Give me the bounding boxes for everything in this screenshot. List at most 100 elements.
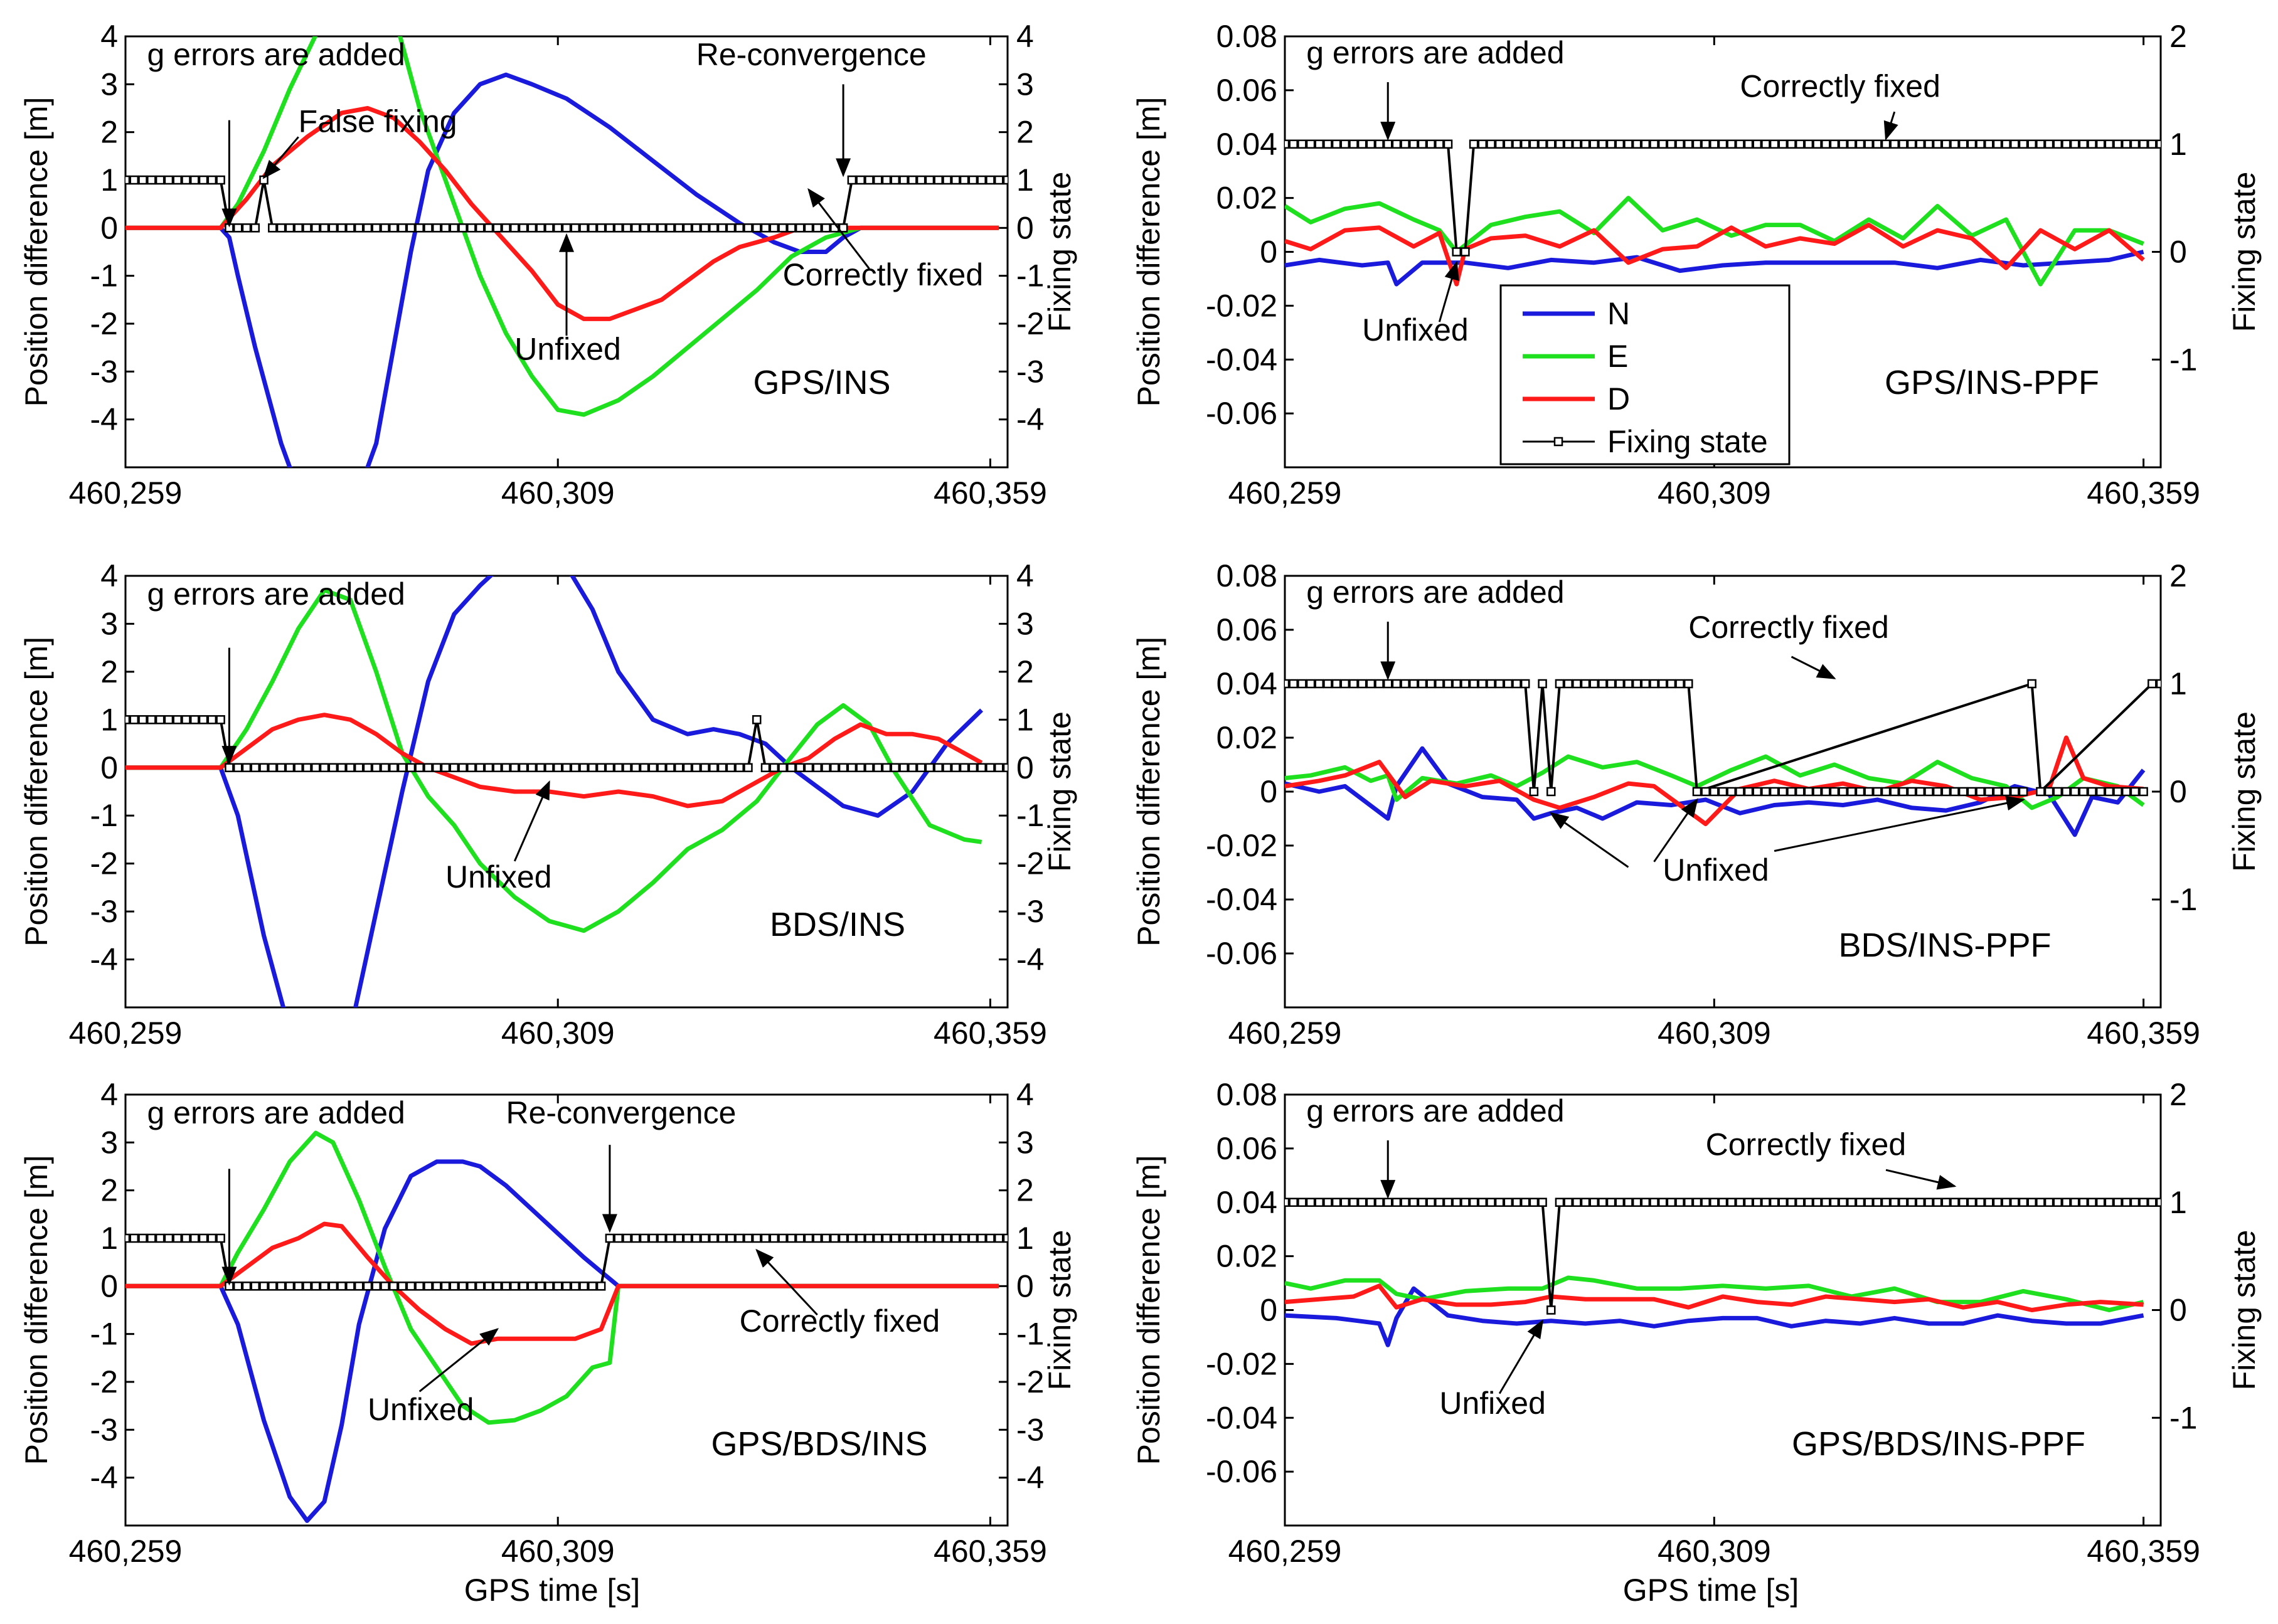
fixing-state-marker (1400, 139, 1410, 149)
fixing-state-marker (1967, 1197, 1977, 1207)
fixing-state-marker (2001, 787, 2011, 797)
fixing-state-marker (2122, 1197, 2131, 1207)
y2-tick-label: 4 (1016, 1077, 1034, 1112)
fixing-state-marker (155, 715, 165, 724)
fixing-state-marker (760, 1233, 770, 1243)
fixing-state-marker (1452, 1197, 1461, 1207)
fixing-state-marker (1915, 139, 1925, 149)
fixing-state-marker (2078, 139, 2089, 149)
y-tick-label: 0 (100, 1268, 118, 1303)
y2-tick-label: 3 (1016, 66, 1034, 102)
fixing-state-marker (1855, 139, 1865, 149)
fixing-state-marker (319, 223, 329, 233)
x-tick-label: 460,259 (69, 1534, 183, 1569)
series-group (1285, 679, 2161, 837)
fixing-state-marker (406, 763, 416, 773)
fixing-state-marker (1666, 1197, 1676, 1207)
fixing-state-marker (986, 763, 995, 773)
fixing-state-marker (2130, 1197, 2140, 1207)
y-tick-label: -0.02 (1206, 288, 1277, 323)
fixing-state-marker (1606, 679, 1616, 689)
fixing-state-marker (1520, 1197, 1530, 1207)
fixing-state-marker (2010, 787, 2020, 797)
fixing-state-marker (423, 223, 433, 233)
fixing-state-marker (778, 223, 787, 233)
fixing-state-marker (268, 223, 277, 233)
fixing-state-marker (1795, 787, 1805, 797)
fixing-state-marker (1684, 139, 1693, 149)
y2-tick-label: 2 (2169, 19, 2187, 54)
fixing-state-marker (328, 1282, 338, 1291)
fixing-state-marker (1873, 1197, 1882, 1207)
fixing-state-marker (164, 715, 174, 724)
fixing-state-marker (838, 763, 848, 773)
y2-tick-label: -1 (2169, 882, 2197, 917)
x-tick-label: 460,309 (501, 1016, 615, 1051)
fixing-state-marker (302, 1282, 312, 1291)
fixing-state-marker (1417, 139, 1427, 149)
fixing-state-marker (622, 223, 632, 233)
annotation-label: Correctly fixed (783, 257, 984, 292)
fixing-state-marker (1950, 139, 1959, 149)
fixing-state-marker (363, 763, 373, 773)
fixing-state-marker (1735, 139, 1745, 149)
fixing-state-marker (553, 763, 563, 773)
fixing-state-marker (354, 1282, 364, 1291)
fixing-state-marker (1710, 1197, 1719, 1207)
fixing-state-marker (951, 1233, 961, 1243)
fixing-state-marker (838, 223, 848, 233)
annotation-arrow (513, 780, 550, 862)
fixing-state-marker (2156, 679, 2161, 689)
y2-tick-label: -1 (1016, 1317, 1044, 1352)
fixing-state-marker (1976, 1197, 1985, 1207)
fixing-state-marker (2122, 787, 2131, 797)
fixing-state-marker (994, 763, 1004, 773)
y2-tick-label: -3 (1016, 354, 1044, 389)
fixing-state-marker (527, 223, 537, 233)
fixing-state-marker (881, 175, 892, 185)
fixing-state-marker (138, 715, 147, 724)
y-tick-label: -1 (90, 798, 118, 833)
fixing-state-marker (1285, 1197, 1290, 1207)
fixing-state-marker (769, 223, 779, 233)
fixing-state-marker (1710, 787, 1719, 797)
fixing-state-marker (1383, 139, 1393, 149)
fixing-state-marker (129, 715, 139, 724)
fixing-state-marker (735, 1233, 744, 1243)
y-tick-label: 4 (100, 19, 118, 54)
fixing-state-marker (1357, 1197, 1367, 1207)
fixing-state-marker (1306, 679, 1316, 689)
fixing-state-marker (492, 1282, 502, 1291)
fixing-state-marker (856, 763, 865, 773)
fixing-state-marker (467, 1282, 476, 1291)
fixing-state-marker (1486, 139, 1496, 149)
fixing-state-marker (1331, 1197, 1341, 1207)
fixing-state-marker (259, 1282, 269, 1291)
fixing-state-marker (458, 223, 467, 233)
series-line-d (1285, 1283, 2144, 1312)
fixing-state-marker (1649, 679, 1659, 689)
fixing-state-marker (1392, 139, 1402, 149)
fixing-state-marker (804, 223, 814, 233)
fixing-state-marker (1306, 139, 1316, 149)
annotation-arrow (807, 188, 870, 270)
fixing-state-marker (380, 1282, 390, 1291)
y-tick-label: 0.02 (1216, 720, 1277, 755)
fixing-state-marker (1829, 787, 1839, 797)
fixing-state-marker (787, 223, 796, 233)
fixing-state-marker (1950, 1197, 1959, 1207)
fixing-state-marker (1443, 1197, 1453, 1207)
fixing-state-marker (1289, 139, 1298, 149)
fixing-state-marker (2148, 139, 2157, 149)
fixing-state-marker (1890, 139, 1899, 149)
y-tick-label: -0.04 (1206, 342, 1277, 377)
fixing-state-marker (787, 1233, 796, 1243)
fixing-state-marker (1641, 1197, 1651, 1207)
y2-tick-label: -1 (1016, 258, 1044, 294)
annotation-arrow (1549, 812, 1629, 868)
y2-tick-label: -4 (1016, 1460, 1044, 1495)
fixing-state-marker (1787, 139, 1796, 149)
fixing-state-marker (510, 1282, 519, 1291)
panel-title: GPS/INS (753, 364, 890, 401)
annotation-label: Re-convergence (506, 1095, 737, 1130)
